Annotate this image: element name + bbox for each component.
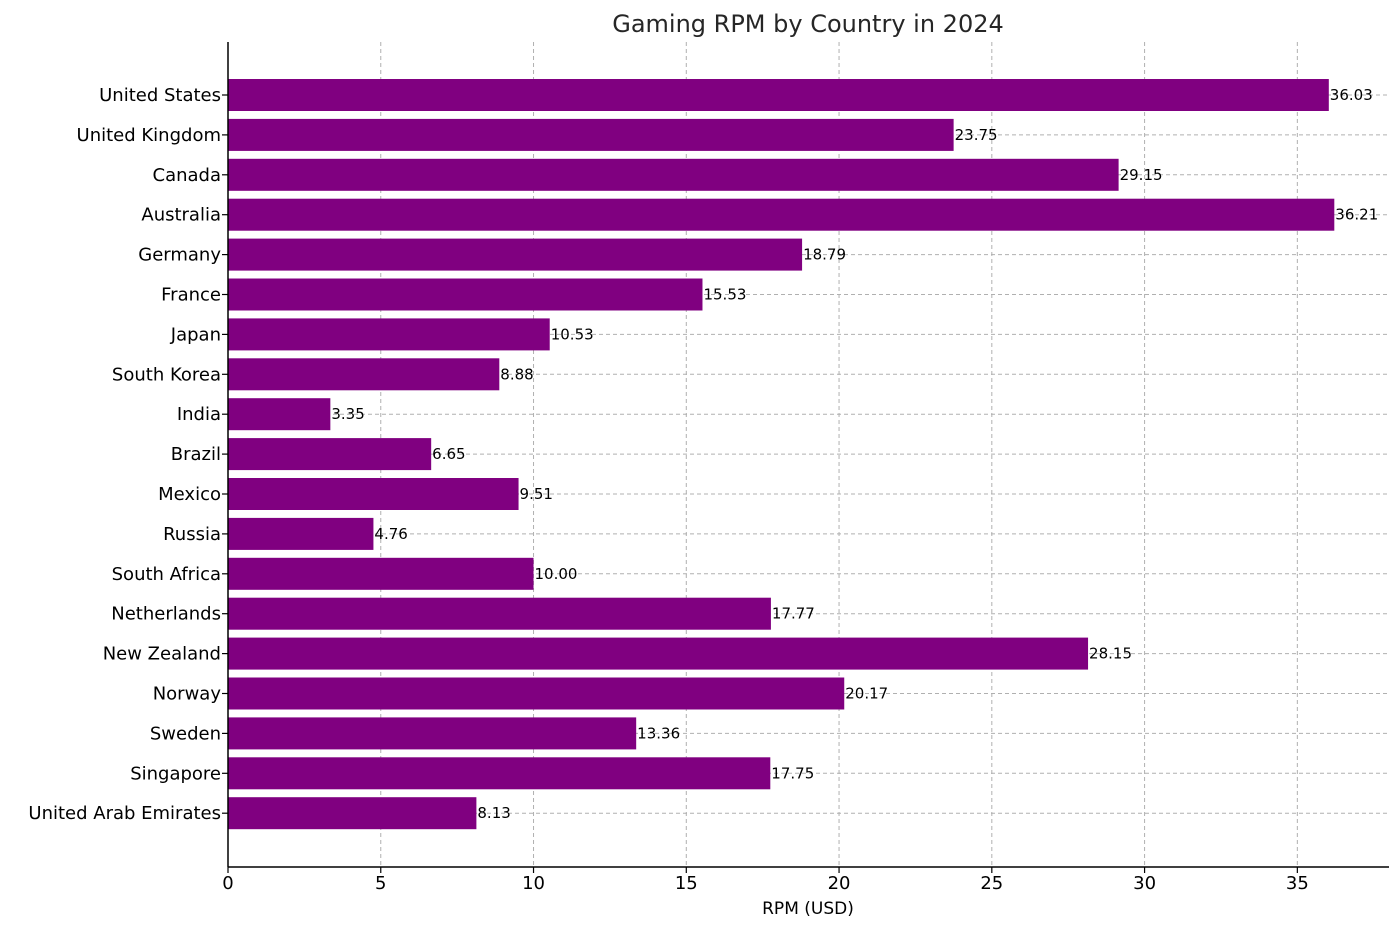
data-label: 23.75: [955, 126, 998, 144]
bar: [228, 79, 1329, 111]
data-label: 36.21: [1335, 206, 1378, 224]
axis-layer: 0 5 10 15 20 25 30 35 United States United Kingdo…: [28, 42, 1389, 894]
bar: [228, 158, 1119, 191]
category-label: France: [161, 285, 221, 306]
bar: [228, 637, 1089, 670]
bar: [228, 118, 954, 151]
data-label: 6.65: [432, 445, 465, 463]
category-label: Mexico: [158, 484, 221, 505]
category-label: Singapore: [130, 763, 221, 784]
x-tick-label: 15: [675, 873, 698, 894]
bar-layer: 36.03 23.75 29.15 36.21 18.79 15.53 10.53 8.88 3…: [228, 79, 1378, 830]
x-tick-label: 0: [222, 873, 233, 894]
x-tick-label: 30: [1133, 873, 1156, 894]
category-label: Germany: [138, 245, 221, 266]
data-label: 8.88: [500, 365, 533, 383]
data-label: 3.35: [331, 405, 364, 423]
data-label: 28.15: [1089, 645, 1132, 663]
bar: [228, 198, 1335, 231]
data-label: 8.13: [477, 804, 510, 822]
bar: [228, 318, 550, 351]
bar: [228, 717, 637, 750]
bar: [228, 597, 771, 630]
bar: [228, 238, 803, 271]
bar: [228, 677, 845, 710]
bar: [228, 278, 703, 311]
category-label: South Korea: [112, 364, 221, 385]
data-label: 18.79: [803, 246, 846, 264]
data-label: 15.53: [703, 286, 746, 304]
data-label: 17.77: [772, 605, 815, 623]
category-label: Canada: [153, 165, 222, 186]
category-label: India: [177, 404, 221, 425]
bar: [228, 438, 432, 471]
data-label: 10.53: [551, 325, 594, 343]
category-label: South Africa: [112, 564, 221, 585]
category-label: Japan: [170, 324, 221, 345]
category-label: United States: [99, 85, 221, 106]
bar: [228, 478, 519, 510]
category-label: Brazil: [171, 444, 221, 465]
bar: [228, 557, 534, 590]
category-label: United Kingdom: [77, 125, 221, 146]
x-tick-label: 25: [980, 873, 1003, 894]
data-label: 20.17: [845, 685, 888, 703]
data-label: 4.76: [374, 525, 407, 543]
data-label: 13.36: [637, 724, 680, 742]
x-tick-label: 20: [828, 873, 851, 894]
category-label: United Arab Emirates: [28, 803, 221, 824]
bar: [228, 797, 477, 830]
category-label: New Zealand: [103, 644, 221, 665]
x-tick-label: 35: [1286, 873, 1309, 894]
bar: [228, 398, 331, 431]
data-label: 17.75: [771, 764, 814, 782]
data-label: 9.51: [520, 485, 553, 503]
x-tick-label: 5: [375, 873, 386, 894]
bar: [228, 358, 500, 391]
data-label: 29.15: [1120, 166, 1163, 184]
grid-layer: [227, 42, 1389, 867]
category-label: Sweden: [150, 723, 221, 744]
category-label: Australia: [141, 205, 221, 226]
category-label: Russia: [163, 524, 221, 545]
category-label: Netherlands: [111, 604, 221, 625]
data-label: 36.03: [1330, 86, 1373, 104]
bar: [228, 517, 374, 550]
category-label: Norway: [153, 684, 222, 705]
chart-title: Gaming RPM by Country in 2024: [612, 10, 1004, 38]
x-tick-label: 10: [522, 873, 545, 894]
data-label: 10.00: [535, 565, 578, 583]
bar: [228, 757, 771, 790]
x-axis-label: RPM (USD): [762, 899, 854, 919]
